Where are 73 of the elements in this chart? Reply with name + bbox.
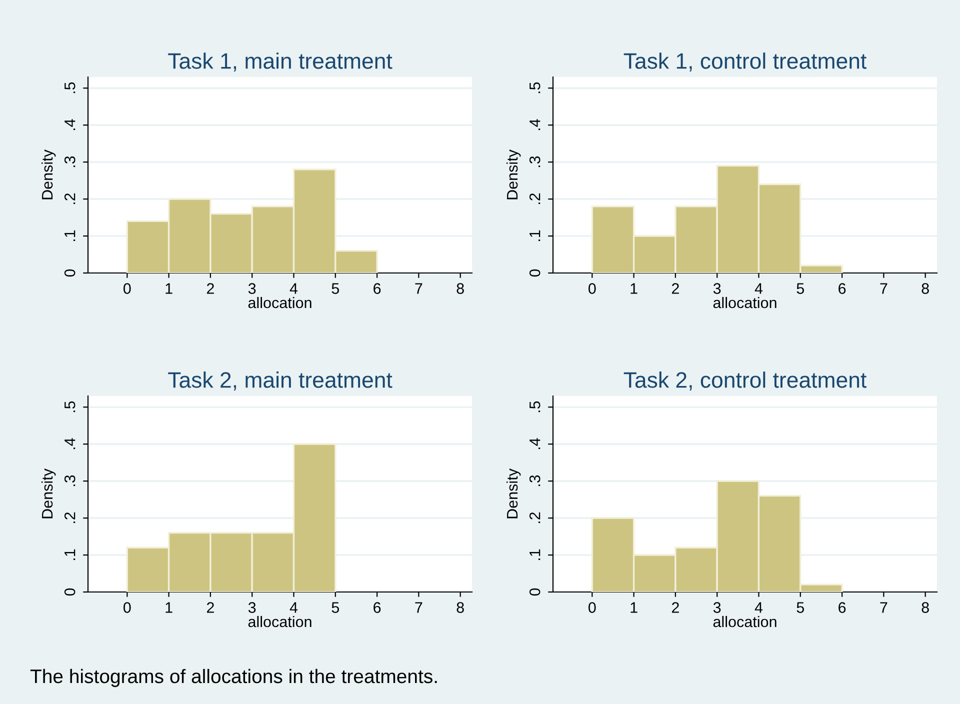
x-tick-label: 1 bbox=[166, 283, 172, 294]
x-tick-label: 3 bbox=[713, 602, 721, 613]
y-tick-label: .4 bbox=[530, 438, 540, 450]
y-axis-title: Density bbox=[41, 150, 56, 200]
y-tick-label: .5 bbox=[64, 401, 76, 412]
x-tick-label: 6 bbox=[374, 283, 381, 294]
x-tick-label: 2 bbox=[206, 283, 214, 294]
chart-title: Task 1, main treatment bbox=[168, 52, 392, 72]
x-tick-label: 2 bbox=[672, 283, 679, 294]
y-tick-label: .4 bbox=[64, 119, 76, 130]
y-tick-label: .5 bbox=[530, 82, 540, 94]
x-tick-label: 2 bbox=[672, 602, 679, 613]
text: The histograms of allocations in the treatments. bbox=[30, 668, 437, 688]
x-tick-label: 1 bbox=[166, 602, 172, 613]
y-axis-title: Density bbox=[506, 468, 521, 518]
x-tick-label: 0 bbox=[124, 602, 131, 613]
x-tick-label: 0 bbox=[124, 283, 131, 294]
x-tick-label: 4 bbox=[754, 602, 763, 613]
x-tick-label: 4 bbox=[290, 602, 298, 613]
x-tick-label: 3 bbox=[248, 602, 256, 613]
x-tick-label: 8 bbox=[456, 283, 464, 294]
x-tick-label: 1 bbox=[630, 602, 638, 613]
chart-title: Task 2, control treatment bbox=[624, 372, 866, 391]
y-tick-label: 0 bbox=[64, 269, 76, 277]
y-tick-label: .4 bbox=[64, 438, 76, 450]
x-tick-label: 8 bbox=[922, 602, 929, 613]
y-tick-label: .2 bbox=[529, 193, 540, 204]
y-tick-label: 0 bbox=[529, 269, 540, 277]
x-axis-title: allocation bbox=[248, 616, 312, 628]
x-tick-label: 8 bbox=[456, 602, 464, 613]
y-tick-label: .3 bbox=[529, 156, 540, 168]
y-tick-label: .1 bbox=[530, 549, 540, 560]
x-tick-label: 7 bbox=[880, 602, 888, 613]
y-tick-label: .5 bbox=[530, 401, 540, 412]
x-tick-label: 5 bbox=[332, 283, 339, 294]
y-tick-label: .4 bbox=[530, 119, 540, 130]
x-tick-label: 6 bbox=[374, 602, 381, 613]
x-tick-label: 7 bbox=[415, 602, 422, 613]
x-tick-label: 7 bbox=[415, 283, 422, 294]
y-tick-label: .1 bbox=[64, 230, 76, 241]
x-tick-label: 1 bbox=[630, 283, 638, 294]
x-tick-label: 0 bbox=[588, 602, 596, 613]
y-tick-label: 0 bbox=[529, 588, 540, 596]
y-tick-label: .1 bbox=[64, 549, 76, 560]
x-tick-label: 7 bbox=[880, 283, 888, 294]
x-axis-title: allocation bbox=[713, 296, 776, 308]
x-tick-label: 6 bbox=[838, 602, 846, 613]
y-tick-label: .3 bbox=[529, 475, 540, 486]
x-tick-label: 6 bbox=[838, 283, 846, 294]
chart-title: Task 1, control treatment bbox=[624, 52, 866, 72]
x-tick-label: 5 bbox=[796, 283, 804, 294]
x-tick-label: 5 bbox=[332, 602, 339, 613]
chart-title: Task 2, main treatment bbox=[168, 372, 392, 391]
x-tick-label: 5 bbox=[796, 602, 804, 613]
x-tick-label: 2 bbox=[206, 602, 214, 613]
y-axis-title: Density bbox=[506, 150, 521, 200]
y-tick-label: .3 bbox=[64, 475, 76, 486]
y-axis-title: Density bbox=[41, 468, 56, 518]
x-tick-label: 0 bbox=[588, 283, 596, 294]
x-tick-label: 8 bbox=[922, 283, 929, 294]
x-tick-label: 4 bbox=[290, 283, 298, 294]
x-tick-label: 4 bbox=[754, 283, 763, 294]
y-tick-label: .1 bbox=[530, 230, 540, 241]
y-tick-label: .3 bbox=[64, 156, 76, 168]
x-tick-label: 3 bbox=[248, 283, 256, 294]
y-tick-label: .5 bbox=[64, 82, 76, 94]
x-axis-title: allocation bbox=[713, 616, 776, 628]
x-axis-title: allocation bbox=[248, 296, 312, 308]
y-tick-label: 0 bbox=[64, 588, 76, 596]
y-tick-label: .2 bbox=[64, 193, 76, 204]
x-tick-label: 3 bbox=[713, 283, 721, 294]
y-tick-label: .2 bbox=[529, 512, 540, 524]
y-tick-label: .2 bbox=[64, 512, 76, 524]
